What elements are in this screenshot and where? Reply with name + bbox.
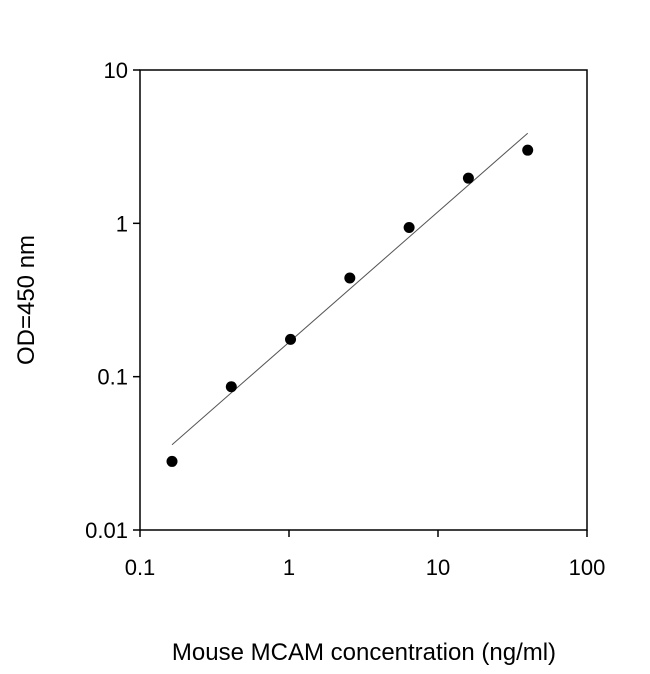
data-point <box>225 381 237 393</box>
y-tick-label: 1 <box>116 211 128 236</box>
x-tick-label: 10 <box>426 555 450 580</box>
data-point <box>344 272 356 284</box>
y-tick-label: 0.1 <box>97 365 128 390</box>
plot-frame <box>139 69 588 531</box>
x-tick-label: 100 <box>569 555 606 580</box>
data-point <box>403 221 415 233</box>
y-tick-label: 0.01 <box>85 518 128 543</box>
data-point <box>166 455 178 467</box>
fit-line <box>171 132 529 446</box>
x-axis-label: Mouse MCAM concentration (ng/ml) <box>172 639 556 666</box>
data-point <box>522 144 534 156</box>
x-tick-label: 0.1 <box>125 555 156 580</box>
data-point <box>285 333 297 345</box>
x-tick-label: 1 <box>283 555 295 580</box>
data-point <box>462 172 474 184</box>
y-tick-label: 10 <box>104 58 128 83</box>
y-axis-label: OD=450 nm <box>13 235 40 365</box>
